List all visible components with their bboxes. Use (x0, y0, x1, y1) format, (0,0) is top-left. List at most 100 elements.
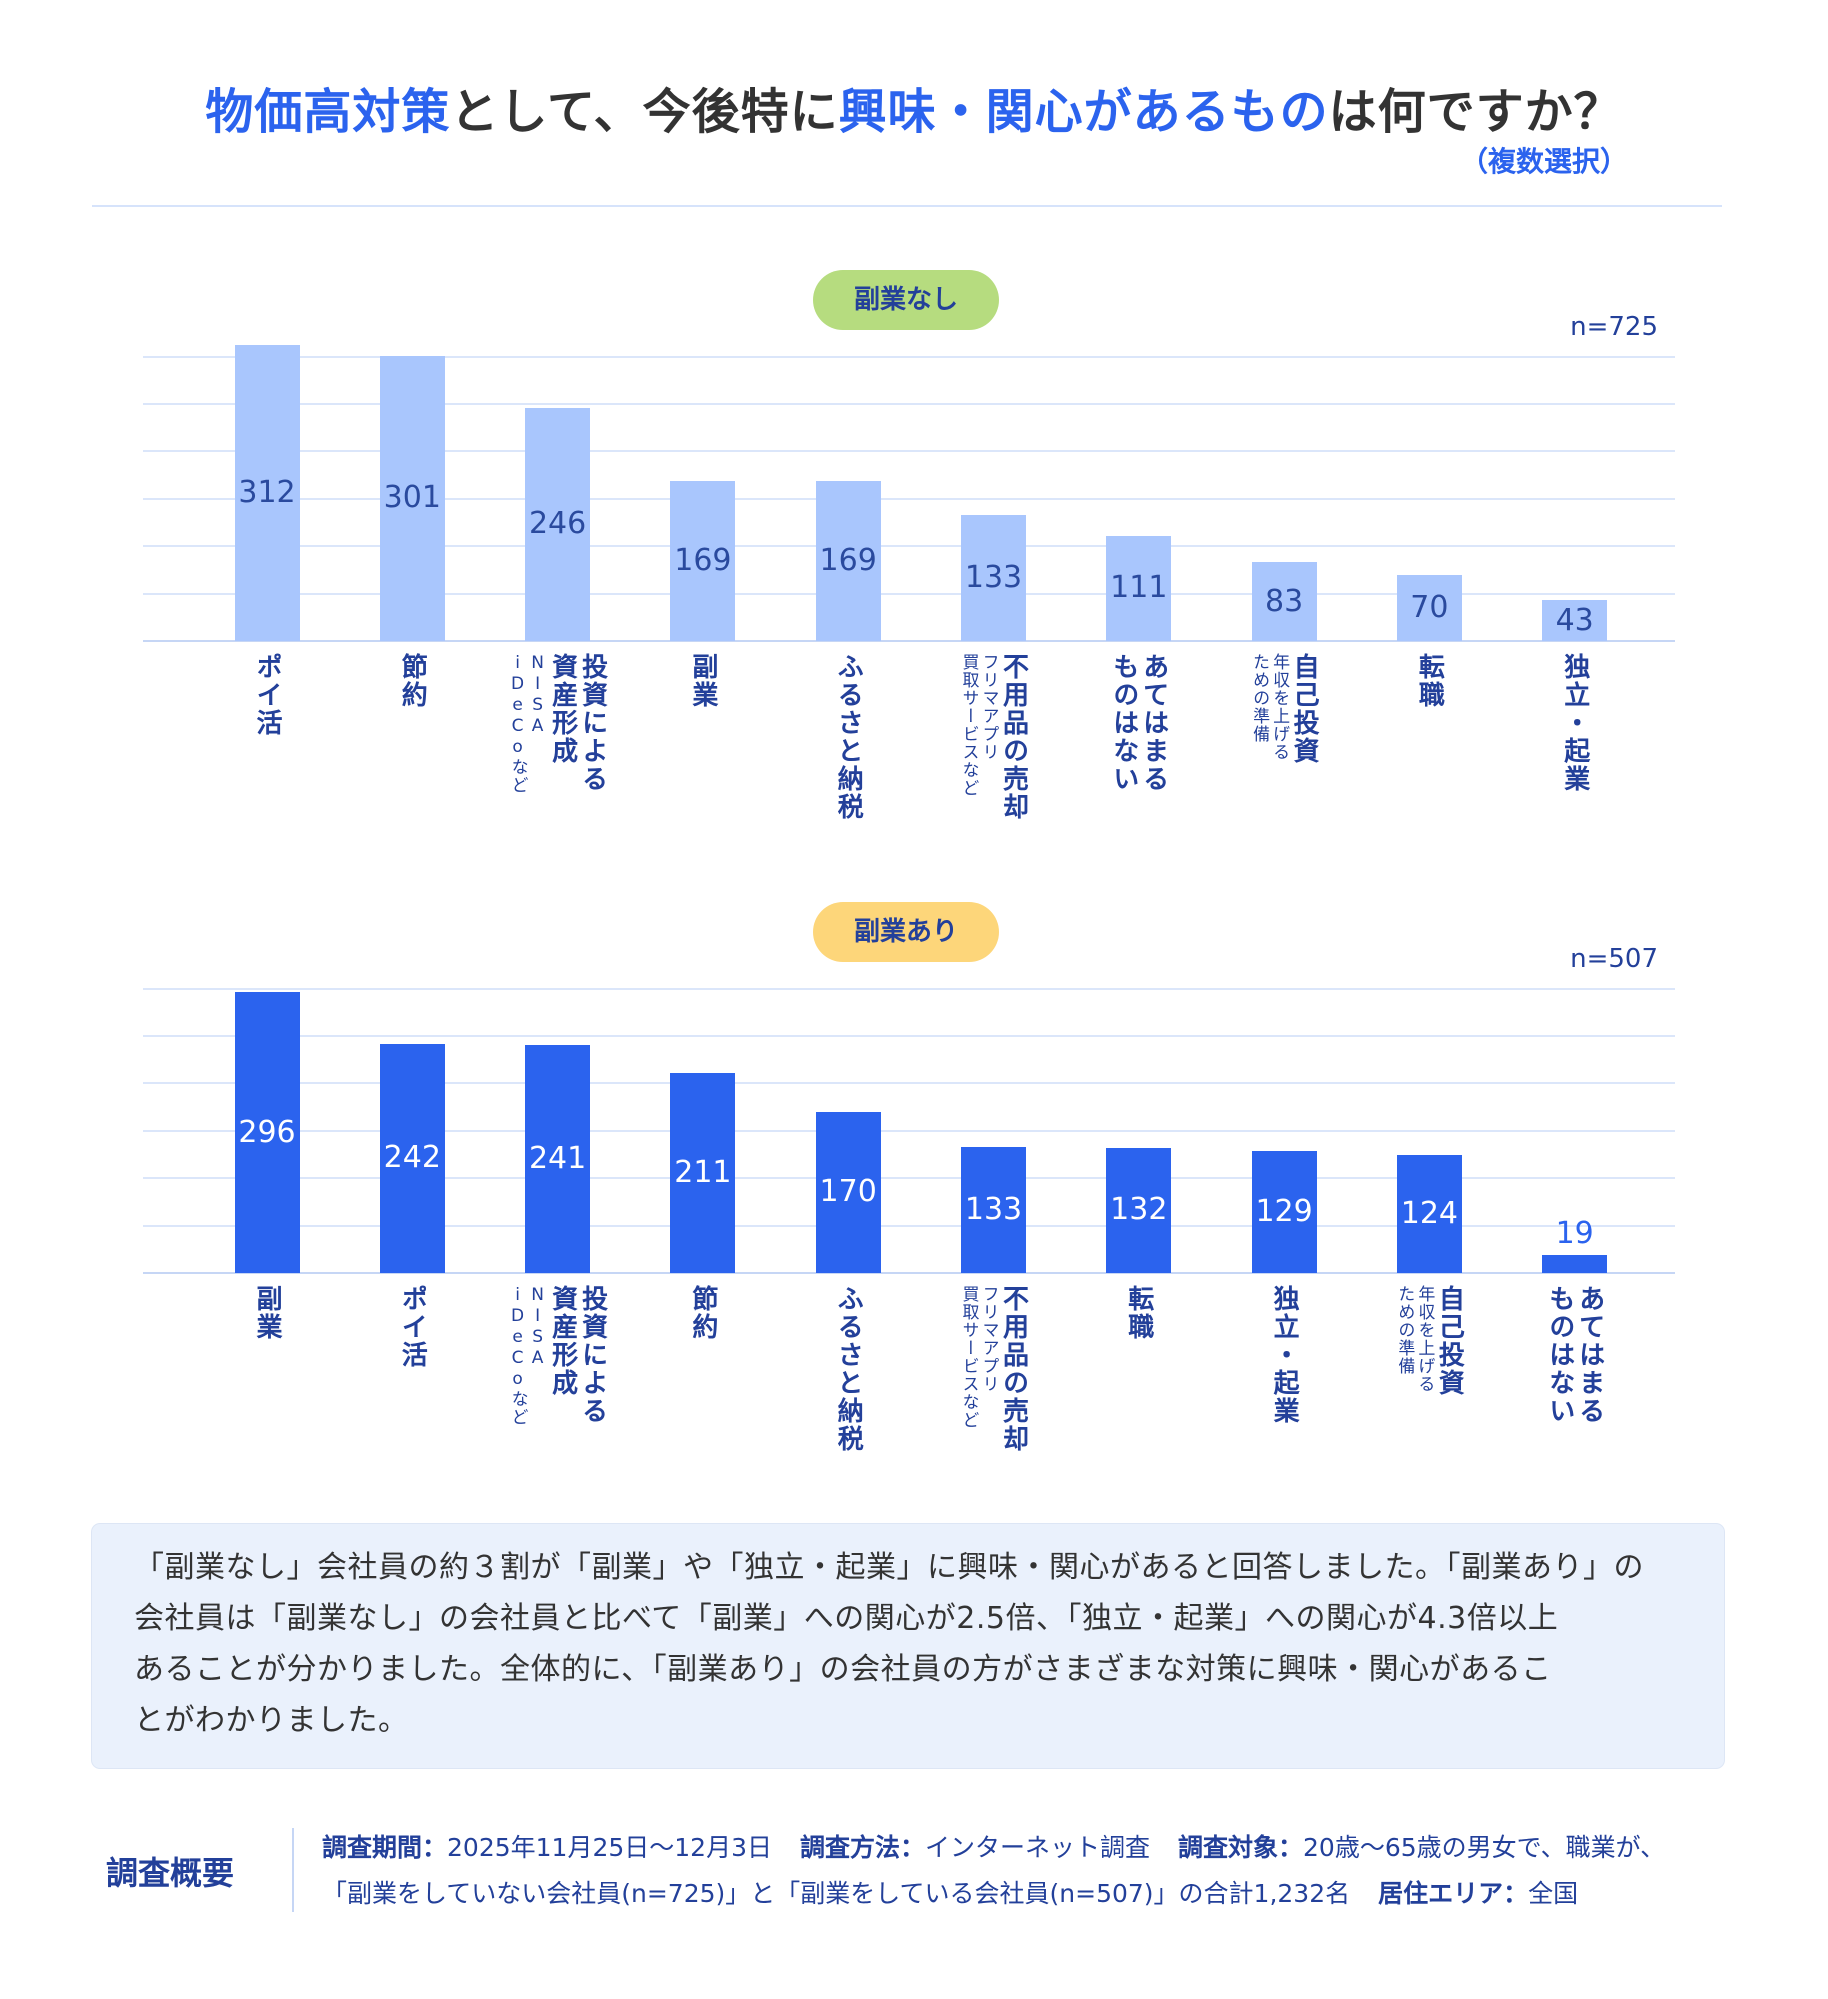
bar (1396, 574, 1462, 641)
bar (1251, 1150, 1317, 1273)
category-label-note: ための準備 (1249, 653, 1270, 743)
category-label-main: ものはない (1544, 1285, 1575, 1425)
category-label-note: iDeCoなど (507, 1285, 528, 1426)
category-label-main: 投資による (577, 1285, 608, 1425)
period-label: 調査期間： (322, 1833, 448, 1862)
summary-line: 「副業なし」会社員の約３割が「副業」や「独立・起業」に興味・関心があると回答しま… (134, 1550, 1644, 1585)
category-label: 転職 (1124, 1285, 1154, 1341)
gridline (143, 1177, 1675, 1180)
chart-title-pill: 副業あり (813, 902, 999, 962)
category-label: あてはまる ものはない (1109, 653, 1169, 793)
category-label-note: フリマアプリ (978, 1285, 999, 1393)
category-label-main: 副業 (687, 653, 718, 709)
category-label-main: 投資による (577, 653, 608, 793)
category-label-note: iDeCoなど (507, 653, 528, 794)
category-label: 節約 (397, 653, 427, 709)
gridline (143, 403, 1675, 405)
bar (379, 1043, 445, 1273)
data-label: 83 (1265, 583, 1304, 619)
bar (525, 407, 591, 641)
bar (961, 1146, 1026, 1273)
category-label: ポイ活 (397, 1285, 427, 1369)
category-label-main: 資産形成 (547, 653, 578, 765)
category-label-main: 独立・起業 (1559, 653, 1590, 793)
gridline (143, 1082, 1675, 1085)
bar (379, 355, 445, 641)
data-label: 129 (1255, 1193, 1313, 1229)
bar (1396, 1155, 1462, 1273)
category-label-main: 資産形成 (547, 1285, 578, 1397)
category-label: 自己投資 年収を上げる ための準備 (1394, 1285, 1464, 1397)
page-title: 物価高対策として、今後特に興味・関心があるものは何ですか？ (0, 72, 1828, 142)
gridline (143, 355, 1675, 358)
category-label-note: 年収を上げる (1269, 653, 1290, 761)
category-label: あてはまる ものはない (1545, 1285, 1605, 1425)
bar (1106, 1147, 1172, 1273)
summary-box: 「副業なし」会社員の約３割が「副業」や「独立・起業」に興味・関心があると回答しま… (92, 1524, 1724, 1768)
data-label: 241 (528, 1140, 587, 1176)
title-part: 物価高対策 (205, 84, 451, 140)
title-part: は何ですか？ (1328, 84, 1623, 140)
page-subtitle: （複数選択） (1459, 145, 1628, 178)
data-label: 170 (819, 1174, 877, 1210)
area-value: 全国 (1528, 1879, 1579, 1908)
data-label: 124 (1400, 1196, 1459, 1232)
summary-line: あることが分かりました。全体的に、「副業あり」の会社員の方がさまざまな対策に興味… (134, 1652, 1552, 1687)
category-label-note: ための準備 (1394, 1285, 1415, 1375)
x-axis-baseline (143, 640, 1675, 642)
bar (1542, 600, 1608, 641)
target-value: 20歳〜65歳の男女で、職業が、 (1303, 1833, 1666, 1862)
data-label: 301 (383, 480, 441, 516)
bar (1542, 1254, 1608, 1273)
category-label: 転職 (1414, 653, 1444, 709)
category-label-note: NISA (527, 653, 548, 737)
category-label-note: NISA (527, 1285, 548, 1369)
category-label-main: 副業 (252, 1285, 282, 1341)
bar (1106, 535, 1172, 641)
bar (234, 992, 300, 1273)
gridline (143, 1224, 1675, 1227)
bar (670, 1072, 736, 1273)
category-label-main: ポイ活 (252, 653, 282, 737)
data-label: 246 (528, 506, 587, 542)
gridline (143, 545, 1675, 548)
category-label-main: あてはまる (1574, 1285, 1605, 1425)
category-label-main: ものはない (1108, 653, 1139, 793)
category-label-main: ポイ活 (397, 1285, 428, 1369)
gridline (143, 450, 1675, 453)
data-label: 169 (674, 542, 732, 578)
gridline (143, 987, 1675, 990)
survey-details-line-1: 調査期間：2025年11月25日〜12月3日 調査方法：インターネット調査 調査対象… (322, 1832, 1665, 1864)
data-label: 19 (1555, 1215, 1594, 1251)
bar (815, 1111, 881, 1273)
data-label: 312 (238, 475, 296, 511)
category-label-main: 節約 (687, 1285, 718, 1341)
data-label: 70 (1410, 589, 1449, 625)
area-label: 居住エリア： (1378, 1879, 1529, 1908)
category-label-main: 転職 (1123, 1285, 1154, 1341)
sample-size-label: n=507 (1570, 944, 1658, 974)
chart-title-pill: 副業なし (813, 270, 999, 330)
bar (234, 345, 300, 641)
category-label: ふるさと納税 (833, 1285, 863, 1453)
data-label: 211 (674, 1154, 732, 1190)
survey-overview-title: 調査概要 (106, 1854, 235, 1892)
category-label: 副業 (688, 653, 718, 709)
category-label-main: 自己投資 (1289, 653, 1320, 765)
category-label: 自己投資 年収を上げる ための準備 (1249, 653, 1319, 765)
data-label: 169 (819, 542, 877, 578)
summary-line: とがわかりました。 (134, 1703, 409, 1738)
category-label: 投資による 資産形成 NISA iDeCoなど (508, 653, 608, 794)
category-label-main: 不用品の売却 (998, 1285, 1029, 1453)
data-label: 133 (964, 1191, 1023, 1227)
data-label: 111 (1110, 570, 1168, 606)
data-label: 132 (1110, 1192, 1168, 1228)
period-value: 2025年11月25日〜12月3日 (447, 1833, 772, 1862)
x-axis-baseline (143, 1272, 1675, 1274)
category-label: 独立・起業 (1560, 653, 1590, 793)
data-label: 296 (238, 1114, 296, 1150)
category-label: ふるさと納税 (833, 653, 863, 821)
footer-divider (292, 1828, 294, 1912)
title-part: 興味・関心があるもの (838, 84, 1329, 140)
category-label: 独立・起業 (1269, 1285, 1299, 1425)
